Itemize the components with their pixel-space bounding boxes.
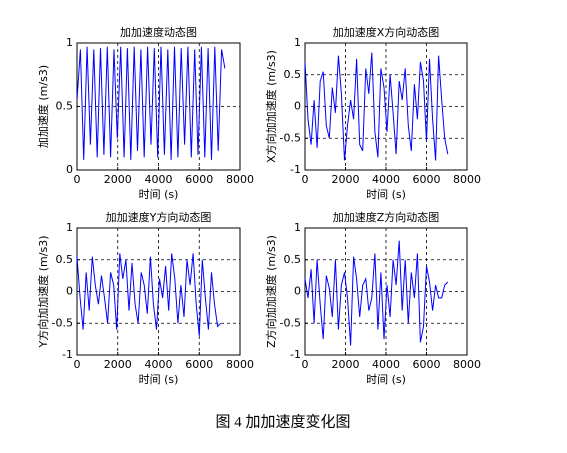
x-tick-label: 4000 bbox=[145, 358, 173, 371]
y-tick-label: 0.5 bbox=[284, 68, 302, 81]
y-tick-label: 1 bbox=[66, 221, 73, 234]
data-line bbox=[76, 46, 226, 160]
x-tick-label: 8000 bbox=[226, 173, 254, 186]
y-axis-label: 加加速度 (m/s3) bbox=[36, 65, 50, 148]
x-tick-label: 6000 bbox=[413, 173, 441, 186]
y-tick-label: 1 bbox=[66, 36, 73, 49]
y-tick-label: 0 bbox=[294, 285, 301, 298]
data-line bbox=[304, 52, 449, 161]
caption: 图 4 加加速度变化图 bbox=[215, 413, 350, 430]
x-tick-label: 0 bbox=[302, 173, 309, 186]
y-tick-label: -1 bbox=[290, 348, 301, 361]
x-axis-label: 时间 (s) bbox=[366, 188, 406, 201]
chart-title: 加加速度动态图 bbox=[120, 25, 197, 39]
x-tick-label: 0 bbox=[74, 173, 81, 186]
x-axis-label: 时间 (s) bbox=[139, 373, 179, 386]
y-tick-label: -1 bbox=[290, 163, 301, 176]
y-axis-label: Z方向加加速度 (m/s3) bbox=[264, 235, 278, 348]
chart-title: 加加速度Z方向动态图 bbox=[333, 210, 440, 224]
x-tick-label: 6000 bbox=[185, 358, 213, 371]
x-tick-label: 8000 bbox=[226, 358, 254, 371]
x-tick-label: 4000 bbox=[145, 173, 173, 186]
y-axis-label: X方向加加速度 (m/s3) bbox=[264, 50, 278, 163]
y-tick-label: 1 bbox=[294, 221, 301, 234]
y-tick-label: 0.5 bbox=[56, 100, 74, 113]
y-tick-label: -0.5 bbox=[280, 131, 301, 144]
chart-title: 加加速度Y方向动态图 bbox=[106, 210, 212, 224]
x-tick-label: 0 bbox=[302, 358, 309, 371]
x-tick-label: 8000 bbox=[453, 358, 481, 371]
x-tick-label: 4000 bbox=[372, 358, 400, 371]
x-tick-label: 2000 bbox=[104, 358, 132, 371]
y-tick-label: 1 bbox=[294, 36, 301, 49]
x-tick-label: 2000 bbox=[332, 173, 360, 186]
y-tick-label: -1 bbox=[62, 348, 73, 361]
x-tick-label: 0 bbox=[74, 358, 81, 371]
y-tick-label: 0 bbox=[294, 100, 301, 113]
chart-title: 加加速度X方向动态图 bbox=[333, 25, 440, 39]
y-tick-label: -0.5 bbox=[52, 316, 73, 329]
y-tick-label: -0.5 bbox=[280, 316, 301, 329]
y-axis-label: Y方向加加速度 (m/s3) bbox=[36, 236, 50, 349]
x-tick-label: 2000 bbox=[104, 173, 132, 186]
data-line bbox=[304, 240, 449, 346]
x-tick-label: 8000 bbox=[453, 173, 481, 186]
x-tick-label: 6000 bbox=[413, 358, 441, 371]
y-tick-label: 0 bbox=[66, 285, 73, 298]
y-tick-label: 0.5 bbox=[284, 253, 302, 266]
y-tick-label: 0.5 bbox=[56, 253, 74, 266]
x-tick-label: 2000 bbox=[332, 358, 360, 371]
x-axis-label: 时间 (s) bbox=[366, 373, 406, 386]
x-tick-label: 4000 bbox=[372, 173, 400, 186]
y-tick-label: 0 bbox=[66, 163, 73, 176]
data-line bbox=[76, 253, 221, 336]
x-axis-label: 时间 (s) bbox=[139, 188, 179, 201]
x-tick-label: 6000 bbox=[185, 173, 213, 186]
